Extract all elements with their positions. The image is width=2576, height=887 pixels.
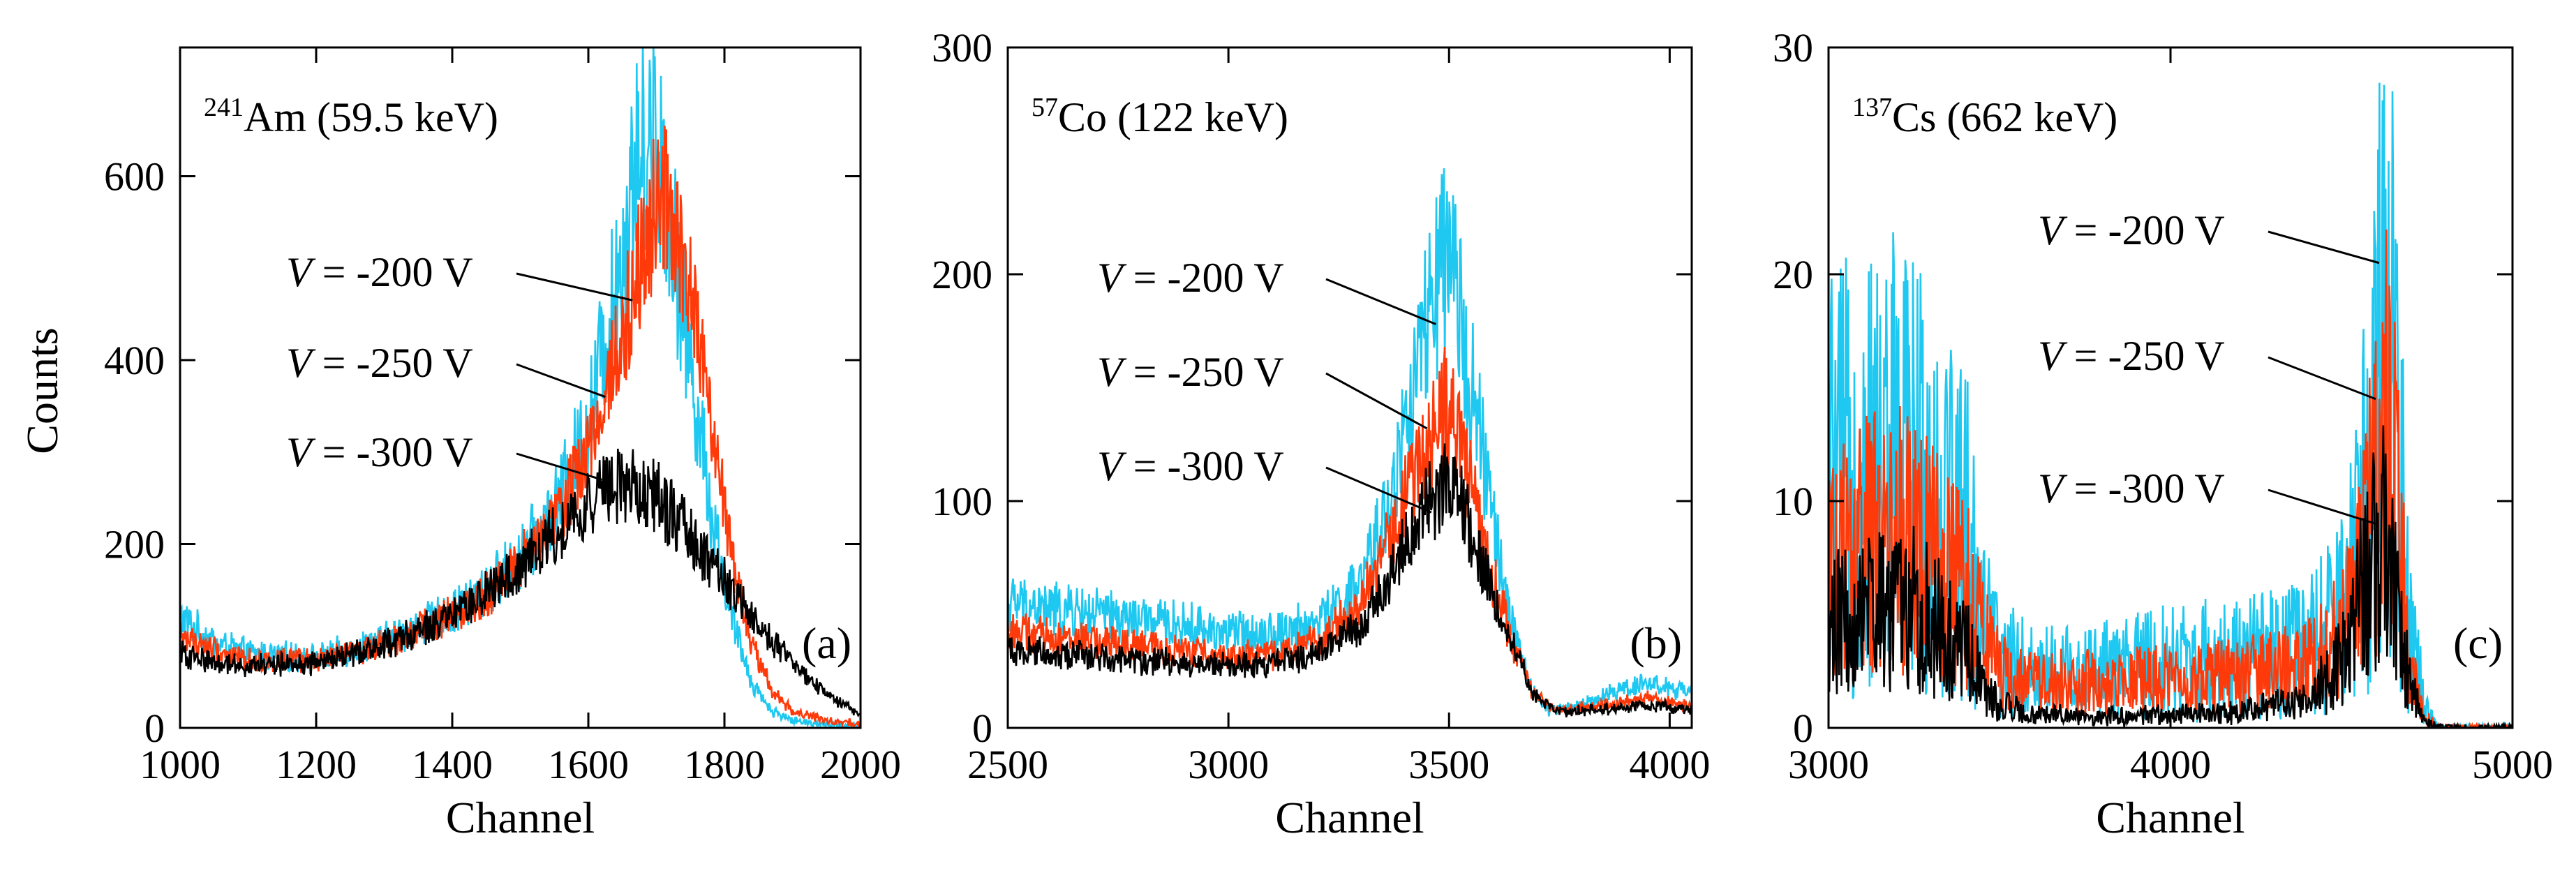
isotope-mass-number: 137 <box>1852 93 1892 122</box>
annotation-leader-line <box>1325 466 1432 514</box>
voltage-annotation: V = -300 V <box>2038 465 2225 512</box>
x-tick-label: 1600 <box>548 742 629 787</box>
x-tick-label: 5000 <box>2472 742 2553 787</box>
panel-c: 3000 4000 5000 0 10 20 30 Channel 137Cs (662 keV… <box>1773 25 2553 842</box>
x-tick-label: 2000 <box>820 742 901 787</box>
annotation-leader-line <box>516 272 633 301</box>
annotation-leader-line <box>1325 372 1428 430</box>
y-axis-label: Counts <box>17 327 67 454</box>
series-line-neg250V <box>180 125 861 728</box>
y-tick-label: 200 <box>104 521 165 567</box>
annotation-leader-line <box>2268 230 2380 264</box>
voltage-symbol: V <box>286 340 316 386</box>
x-tick-label: 4000 <box>2130 742 2211 787</box>
plot-frame <box>179 46 862 729</box>
voltage-annotation: V = -300 V <box>1097 443 1284 489</box>
x-tick-label: 1000 <box>140 742 221 787</box>
x-tick-label: 1200 <box>276 742 357 787</box>
voltage-value: = -200 V <box>312 249 473 295</box>
voltage-value: = -200 V <box>2064 207 2225 253</box>
voltage-annotation: V = -250 V <box>1097 349 1284 395</box>
x-tick-label: 3500 <box>1408 742 1489 787</box>
isotope-title: 137Cs (662 keV) <box>1852 93 2117 140</box>
x-tick-label: 3000 <box>1188 742 1269 787</box>
x-tick-label: 1800 <box>684 742 765 787</box>
y-tick-label: 0 <box>972 706 992 751</box>
y-tick-label: 30 <box>1773 25 1813 70</box>
voltage-value: = -200 V <box>1123 255 1284 301</box>
annotation-leader-line <box>2268 356 2376 401</box>
y-tick-label: 10 <box>1773 479 1813 524</box>
voltage-value: = -250 V <box>2064 333 2225 379</box>
x-tick-label: 1400 <box>412 742 493 787</box>
panel-label: (a) <box>802 618 851 668</box>
annotation-leader-line <box>1325 278 1436 325</box>
voltage-symbol: V <box>286 249 316 295</box>
voltage-value: = -300 V <box>312 429 473 475</box>
y-tick-label: 0 <box>144 706 165 751</box>
y-tick-label: 200 <box>932 252 992 297</box>
y-tick-label: 100 <box>932 479 992 524</box>
voltage-symbol: V <box>1097 349 1127 395</box>
x-axis-label: Channel <box>446 793 595 842</box>
voltage-annotation: V = -300 V <box>286 429 473 475</box>
voltage-annotation: V = -200 V <box>2038 207 2225 253</box>
panel-label: (b) <box>1630 618 1682 668</box>
y-tick-label: 300 <box>932 25 992 70</box>
voltage-annotation: V = -200 V <box>286 249 473 295</box>
annotation-leader-line <box>516 452 602 481</box>
series-line-neg250V <box>1829 229 2512 728</box>
isotope-energy: Cs (662 keV) <box>1892 94 2117 140</box>
isotope-energy: Am (59.5 keV) <box>244 94 498 140</box>
x-tick-label: 2500 <box>967 742 1048 787</box>
voltage-value: = -250 V <box>1123 349 1284 395</box>
voltage-annotation: V = -250 V <box>286 340 473 386</box>
y-tick-label: 600 <box>104 154 165 199</box>
annotation-leader-line <box>516 363 606 398</box>
voltage-annotation: V = -250 V <box>2038 333 2225 379</box>
panel-a: 1000 1200 1400 1600 1800 2000 0 200 400 600 Channe… <box>104 46 901 842</box>
voltage-value: = -300 V <box>1123 443 1284 489</box>
voltage-symbol: V <box>2038 333 2068 379</box>
isotope-mass-number: 57 <box>1032 93 1058 122</box>
y-tick-label: 20 <box>1773 252 1813 297</box>
voltage-symbol: V <box>1097 443 1127 489</box>
x-axis-label: Channel <box>2096 793 2244 842</box>
voltage-annotation: V = -200 V <box>1097 255 1284 301</box>
plot-frame <box>1006 46 1693 729</box>
isotope-title: 241Am (59.5 keV) <box>204 93 498 140</box>
isotope-title: 57Co (122 keV) <box>1032 93 1288 140</box>
isotope-mass-number: 241 <box>204 93 244 122</box>
isotope-energy: Co (122 keV) <box>1058 94 1288 140</box>
annotation-leader-line <box>2268 489 2376 525</box>
voltage-symbol: V <box>2038 465 2068 512</box>
panel-b: 2500 3000 3500 4000 0 100 200 300 Channel 57Co (1… <box>932 25 1710 842</box>
voltage-symbol: V <box>2038 207 2068 253</box>
voltage-symbol: V <box>1097 255 1127 301</box>
x-tick-label: 3000 <box>1788 742 1869 787</box>
voltage-symbol: V <box>286 429 316 475</box>
series-line-neg300V <box>1008 443 1692 718</box>
x-tick-label: 4000 <box>1629 742 1710 787</box>
x-axis-label: Channel <box>1275 793 1424 842</box>
y-tick-label: 0 <box>1793 706 1813 751</box>
series-line-neg300V <box>180 448 861 717</box>
panel-label: (c) <box>2453 618 2503 668</box>
voltage-value: = -250 V <box>312 340 473 386</box>
y-tick-label: 400 <box>104 338 165 383</box>
voltage-value: = -300 V <box>2064 465 2225 512</box>
